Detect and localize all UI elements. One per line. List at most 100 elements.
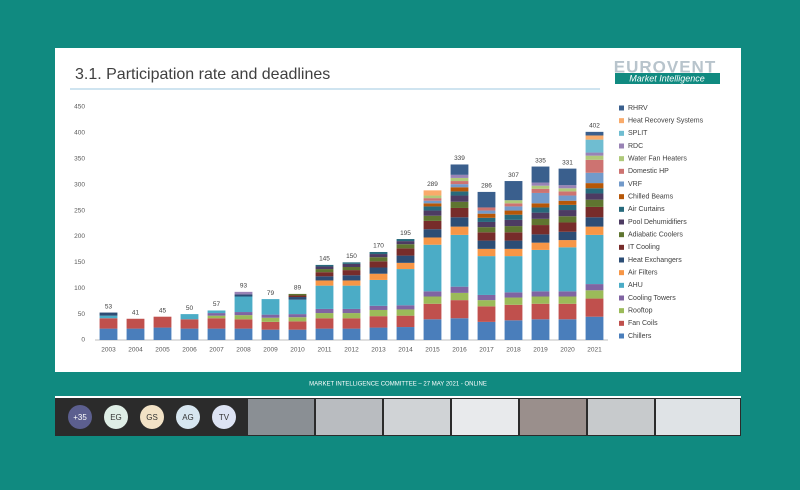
bar-segment [288, 314, 307, 318]
bar-segment [450, 292, 469, 301]
bar-segment [180, 328, 199, 340]
bar-segment [504, 200, 523, 204]
bar-segment [423, 203, 442, 207]
legend-swatch [619, 194, 624, 200]
bar-segment [288, 293, 307, 296]
bar-segment [531, 166, 550, 183]
bar-segment [423, 291, 442, 297]
participant-avatar [140, 405, 164, 429]
video-tile [248, 399, 314, 435]
legend-swatch [619, 219, 624, 225]
bar-segment [585, 188, 604, 194]
x-tick-label: 2018 [506, 347, 521, 354]
bar-segment [288, 299, 307, 315]
bar-segment [288, 329, 307, 340]
footer: MARKET INTELLIGENCE COMMITTEE – 27 MAY 2… [309, 382, 487, 388]
x-tick-label: 2003 [101, 347, 116, 354]
bar-segment [153, 316, 172, 328]
legend-swatch [619, 118, 624, 124]
bar-segment [531, 225, 550, 235]
bar-segment [450, 217, 469, 227]
total-label: 170 [373, 243, 384, 250]
total-label: 335 [535, 157, 546, 164]
bar-segment [396, 241, 415, 245]
bar-segment [504, 297, 523, 305]
total-label: 339 [454, 155, 465, 162]
bar-segment [423, 206, 442, 211]
bar-segment [369, 267, 388, 274]
bar-segment [288, 317, 307, 322]
y-tick-label: 150 [74, 259, 85, 266]
legend-swatch [619, 156, 624, 162]
bar-segment [369, 273, 388, 280]
y-tick-label: 400 [74, 130, 85, 137]
y-tick-label: 100 [74, 285, 85, 292]
x-tick-label: 2009 [263, 347, 278, 354]
bar-segment [450, 207, 469, 218]
bar-segment [288, 321, 307, 330]
bar-segment [585, 316, 604, 340]
bar-segment [504, 214, 523, 220]
bar-segment [234, 328, 253, 340]
bar-segment [558, 188, 577, 192]
bar-segment [504, 210, 523, 215]
bar-segment [558, 222, 577, 232]
legend-label: VRF [628, 181, 642, 188]
x-tick-label: 2021 [587, 347, 602, 354]
legend-swatch [619, 168, 624, 174]
bar-segment [531, 218, 550, 226]
participant-avatar [176, 405, 200, 429]
bar-segment [342, 318, 361, 329]
bar-segment [261, 314, 280, 318]
bar-segment [585, 183, 604, 189]
legend-label: Heat Exchangers [628, 257, 682, 264]
bar-segment [207, 328, 226, 340]
legend-label: Rooftop [628, 308, 653, 315]
bar-segment [261, 317, 280, 322]
legend-label: Chilled Beams [628, 194, 674, 201]
x-tick-label: 2015 [425, 347, 440, 354]
bar-segment [558, 168, 577, 186]
bar-segment [477, 227, 496, 233]
x-tick-label: 2020 [560, 347, 575, 354]
total-label: 89 [294, 285, 302, 292]
y-tick-label: 450 [74, 104, 85, 111]
bar-segment [423, 244, 442, 292]
x-tick-label: 2008 [236, 347, 251, 354]
bar-segment [450, 195, 469, 202]
y-tick-label: 300 [74, 181, 85, 188]
y-tick-label: 200 [74, 233, 85, 240]
bar-segment [558, 191, 577, 196]
bar-segment [342, 308, 361, 314]
legend-swatch [619, 308, 624, 314]
total-label: 57 [213, 301, 221, 308]
bar-segment [477, 321, 496, 340]
participant-initials: +35 [73, 413, 87, 422]
bar-segment [342, 280, 361, 286]
bar-segment [504, 292, 523, 298]
bar-segment [207, 315, 226, 319]
participant-initials: EG [110, 413, 122, 422]
bar-segment [396, 305, 415, 310]
bar-segment [396, 269, 415, 306]
bar-segment [342, 313, 361, 319]
bar-segment [558, 247, 577, 292]
bar-segment [504, 206, 523, 211]
bar-segment [477, 256, 496, 295]
bar-segment [369, 261, 388, 268]
bar-segment [180, 314, 199, 320]
bar-segment [585, 284, 604, 291]
total-label: 289 [427, 181, 438, 188]
bar-segment [288, 297, 307, 300]
bar-segment [396, 244, 415, 249]
total-label: 53 [105, 303, 113, 310]
bar-segment [369, 254, 388, 258]
bar-segment [207, 318, 226, 329]
bar-segment [504, 203, 523, 207]
bar-segment [315, 318, 334, 329]
bar-segment [531, 192, 550, 204]
bar-segment [585, 217, 604, 227]
bar-segment [531, 234, 550, 243]
bar-segment [396, 239, 415, 242]
y-tick-label: 250 [74, 207, 85, 214]
